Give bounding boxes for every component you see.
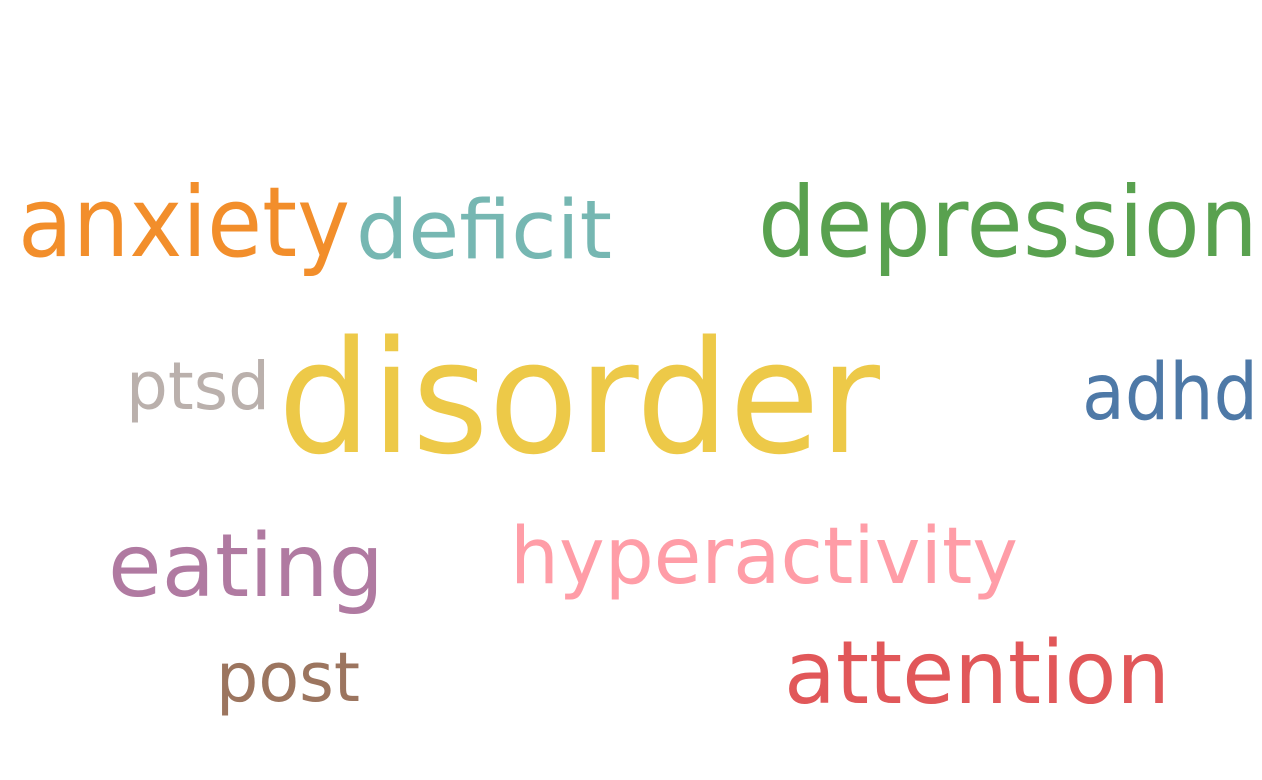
- word-anxiety: anxiety: [18, 166, 350, 279]
- word-disorder: disorder: [278, 307, 881, 489]
- word-depression: depression: [758, 166, 1258, 279]
- word-adhd: adhd: [1082, 348, 1258, 438]
- word-post: post: [216, 638, 360, 718]
- word-ptsd: ptsd: [126, 348, 270, 425]
- word-hyperactivity: hyperactivity: [510, 512, 1018, 602]
- word-deficit: deficit: [356, 184, 612, 278]
- word-attention: attention: [784, 622, 1170, 724]
- word-eating: eating: [108, 515, 384, 617]
